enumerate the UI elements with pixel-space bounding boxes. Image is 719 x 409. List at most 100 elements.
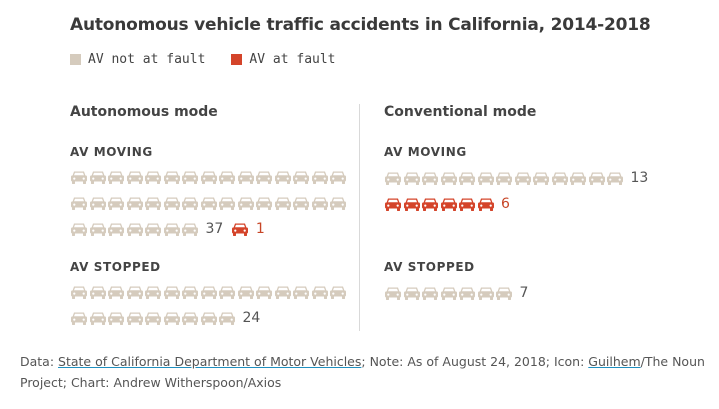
panel-title-conventional: Conventional mode bbox=[384, 104, 537, 120]
car-icon-not-at-fault bbox=[89, 197, 106, 210]
car-icon-not-at-fault bbox=[182, 171, 198, 184]
car-icon-not-at-fault bbox=[145, 197, 161, 210]
count-not-at-fault: 7 bbox=[519, 285, 529, 301]
icon-credit-link[interactable]: Guilhem bbox=[588, 354, 641, 369]
car-icon-not-at-fault bbox=[293, 197, 309, 210]
icon-row: 24 bbox=[70, 308, 260, 328]
car-icon-not-at-fault bbox=[311, 171, 328, 184]
car-icon-not-at-fault bbox=[440, 287, 457, 300]
car-icon-not-at-fault bbox=[182, 197, 198, 210]
car-icon-at-fault bbox=[459, 198, 475, 211]
car-icon-at-fault bbox=[422, 198, 438, 211]
chart-title: Autonomous vehicle traffic accidents in … bbox=[70, 15, 651, 35]
panel-autonomous-mode: Autonomous mode AV MOVING AV STOPPED 37 1… bbox=[70, 104, 350, 334]
source-link[interactable]: State of California Department of Motor … bbox=[58, 354, 362, 369]
car-icon-not-at-fault bbox=[422, 172, 438, 185]
icon-row: 13 bbox=[384, 168, 648, 188]
car-icon-not-at-fault bbox=[403, 287, 420, 300]
car-icon-at-fault bbox=[232, 223, 249, 236]
panel-title-autonomous: Autonomous mode bbox=[70, 104, 218, 120]
car-icon-not-at-fault bbox=[126, 197, 143, 210]
car-icon-not-at-fault bbox=[274, 197, 291, 210]
car-icon-at-fault bbox=[477, 198, 494, 211]
car-icon-not-at-fault bbox=[200, 197, 217, 210]
car-icon-not-at-fault bbox=[422, 287, 438, 300]
car-icon-not-at-fault bbox=[533, 172, 549, 185]
car-icon-not-at-fault bbox=[108, 197, 124, 210]
count-at-fault: 1 bbox=[255, 221, 265, 237]
car-icon-not-at-fault bbox=[237, 286, 254, 299]
car-icon-not-at-fault bbox=[385, 287, 401, 300]
car-icon-not-at-fault bbox=[71, 286, 87, 299]
icon-row: 37 1 bbox=[70, 219, 265, 239]
car-icon-not-at-fault bbox=[588, 172, 605, 185]
car-icon-not-at-fault bbox=[126, 171, 143, 184]
car-icon-not-at-fault bbox=[385, 172, 401, 185]
count-not-at-fault: 13 bbox=[630, 170, 649, 186]
car-icon-not-at-fault bbox=[293, 171, 309, 184]
car-icon-not-at-fault bbox=[330, 197, 346, 210]
car-icon-not-at-fault bbox=[403, 172, 420, 185]
car-icon-not-at-fault bbox=[237, 197, 254, 210]
car-icon-not-at-fault bbox=[89, 286, 106, 299]
car-icon-not-at-fault bbox=[126, 312, 143, 325]
car-icon-not-at-fault bbox=[219, 286, 235, 299]
count-not-at-fault: 37 bbox=[205, 221, 224, 237]
car-icon-not-at-fault bbox=[71, 312, 87, 325]
footer-data-prefix: Data: bbox=[20, 354, 59, 369]
legend-swatch-at-fault bbox=[231, 53, 243, 65]
car-icon-not-at-fault bbox=[163, 171, 180, 184]
car-icon-not-at-fault bbox=[330, 171, 346, 184]
car-icon-not-at-fault bbox=[311, 286, 328, 299]
footer-note: ; Note: As of August 24, 2018; Icon: bbox=[361, 354, 589, 369]
legend-swatch-not-at-fault bbox=[70, 53, 81, 65]
car-icon-not-at-fault bbox=[145, 286, 161, 299]
car-icon-not-at-fault bbox=[89, 171, 106, 184]
icon-row: 7 bbox=[384, 283, 528, 303]
car-icon-not-at-fault bbox=[71, 223, 87, 236]
car-icon-not-at-fault bbox=[108, 312, 124, 325]
car-icon-not-at-fault bbox=[311, 197, 328, 210]
car-icon-not-at-fault bbox=[108, 286, 124, 299]
legend-item-at-fault: AV at fault bbox=[231, 52, 336, 67]
car-icon-not-at-fault bbox=[237, 171, 254, 184]
car-icon-not-at-fault bbox=[200, 171, 217, 184]
car-icon-not-at-fault bbox=[145, 171, 161, 184]
section-label-av-stopped: AV STOPPED bbox=[70, 260, 161, 274]
car-icon-not-at-fault bbox=[551, 172, 568, 185]
car-icon-not-at-fault bbox=[459, 172, 475, 185]
car-icon-not-at-fault bbox=[477, 287, 494, 300]
icon-row: 6 bbox=[384, 194, 510, 214]
section-label-av-moving: AV MOVING bbox=[70, 145, 153, 159]
car-icon-not-at-fault bbox=[71, 197, 87, 210]
car-icon-not-at-fault bbox=[71, 171, 87, 184]
car-icon-not-at-fault bbox=[89, 223, 106, 236]
car-icon-not-at-fault bbox=[126, 286, 143, 299]
car-icon-not-at-fault bbox=[163, 223, 180, 236]
car-icon-not-at-fault bbox=[126, 223, 143, 236]
car-icon-not-at-fault bbox=[219, 312, 235, 325]
legend-item-not-at-fault: AV not at fault bbox=[70, 52, 205, 67]
car-icon-not-at-fault bbox=[440, 172, 457, 185]
car-icon-not-at-fault bbox=[274, 171, 291, 184]
car-icon-not-at-fault bbox=[330, 286, 346, 299]
car-icon-not-at-fault bbox=[570, 172, 586, 185]
car-icon-not-at-fault bbox=[200, 286, 217, 299]
car-icon-not-at-fault bbox=[108, 223, 124, 236]
car-icon-at-fault bbox=[403, 198, 420, 211]
car-icon-not-at-fault bbox=[274, 286, 291, 299]
car-icon-not-at-fault bbox=[145, 312, 161, 325]
car-icon-not-at-fault bbox=[200, 312, 217, 325]
car-icon-at-fault bbox=[440, 198, 457, 211]
car-icon-not-at-fault bbox=[477, 172, 494, 185]
legend-label-not-at-fault: AV not at fault bbox=[88, 51, 206, 67]
panel-conventional-mode: Conventional mode AV MOVING AV STOPPED 1… bbox=[384, 104, 664, 334]
car-icon-not-at-fault bbox=[256, 171, 272, 184]
car-icon-not-at-fault bbox=[514, 172, 531, 185]
panel-divider bbox=[359, 104, 360, 331]
footer-credit: /The Noun Project; Chart: Andrew Withers… bbox=[20, 354, 705, 390]
car-icon-at-fault bbox=[385, 198, 401, 211]
count-at-fault: 6 bbox=[501, 196, 510, 212]
car-icon-not-at-fault bbox=[293, 286, 309, 299]
legend: AV not at fault AV at fault bbox=[70, 51, 362, 67]
